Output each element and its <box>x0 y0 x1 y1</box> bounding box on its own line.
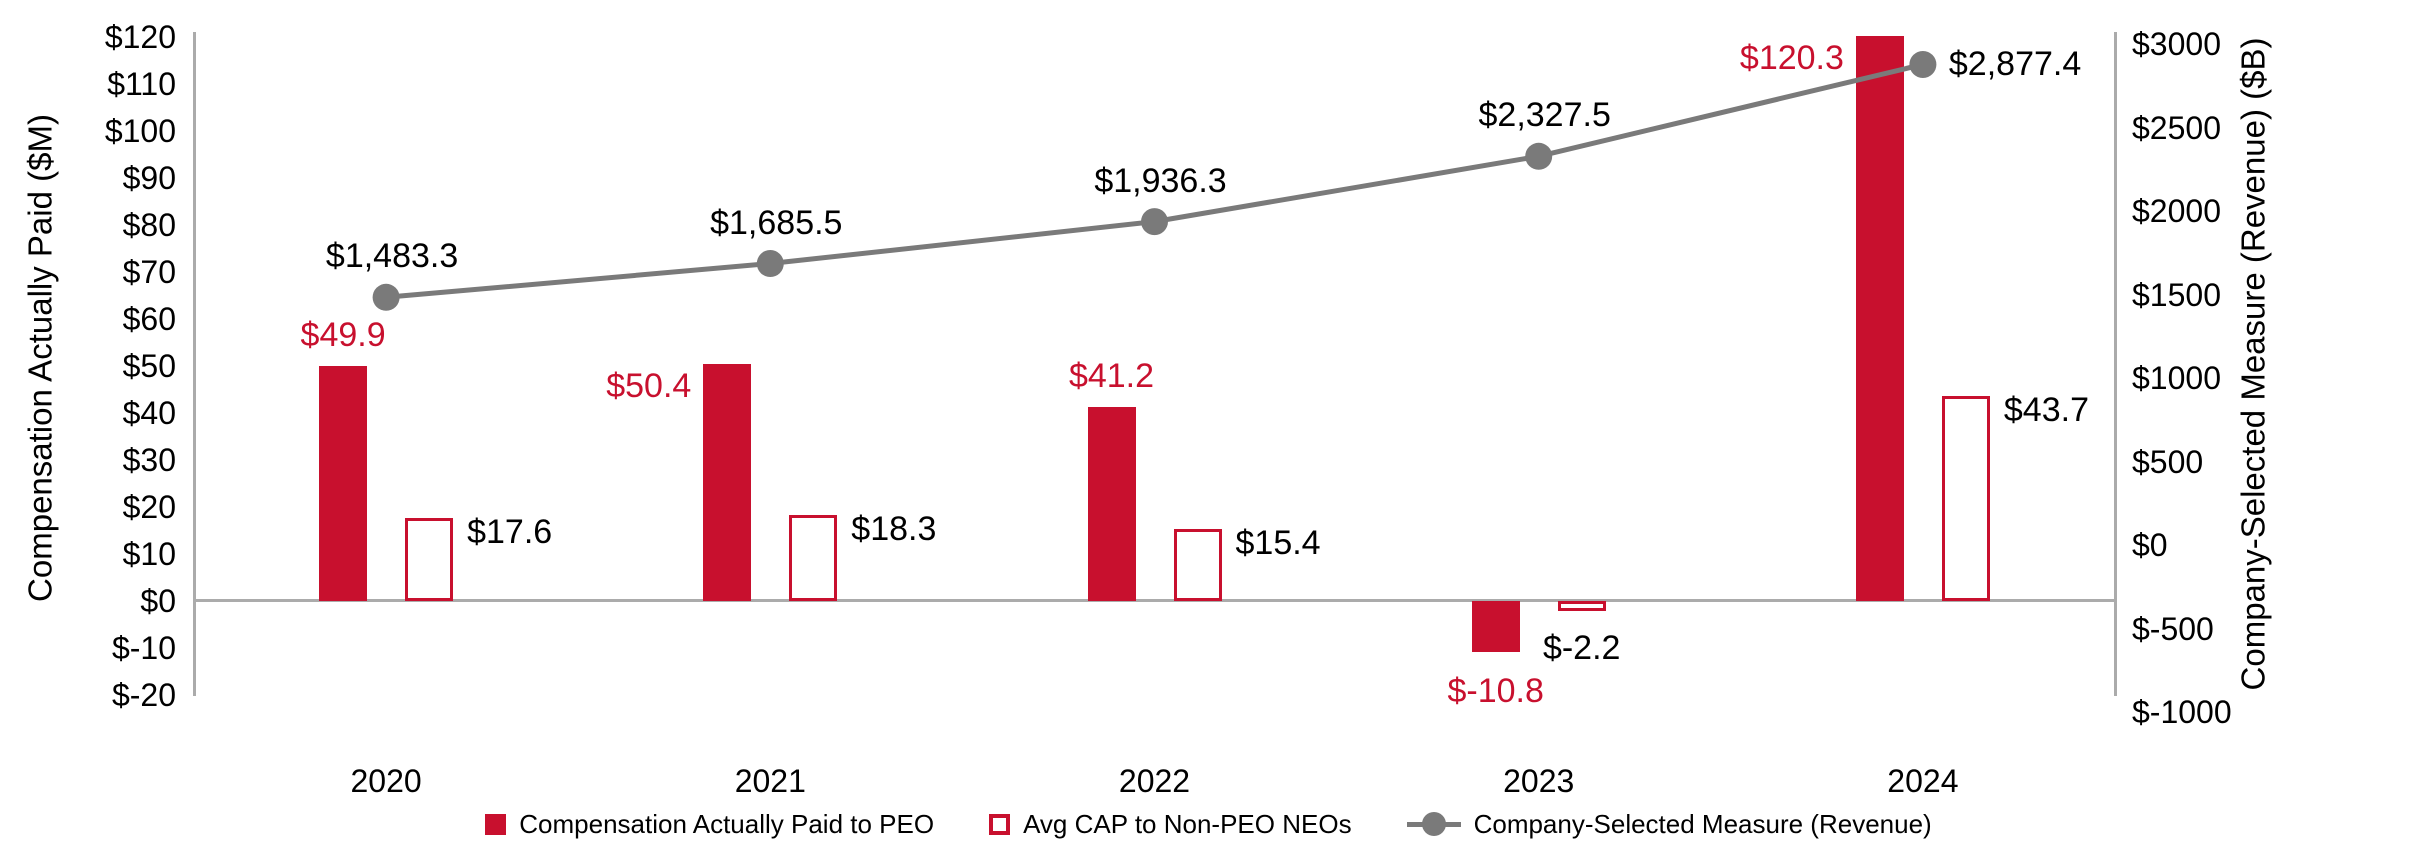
left-tick-$-20: $-20 <box>111 677 176 713</box>
revenue-label-2022: $1,936.3 <box>1094 161 1227 200</box>
peo-label-2023: $-10.8 <box>1447 671 1544 710</box>
legend-label: Compensation Actually Paid to PEO <box>519 809 935 839</box>
peo-label-2020: $49.9 <box>300 316 386 355</box>
right-axis-line <box>2113 32 2117 696</box>
chart-legend: Compensation Actually Paid to PEO Avg CAP… <box>0 803 2417 845</box>
neo-bar-2024 <box>1941 395 1990 601</box>
legend-label: Avg CAP to Non-PEO NEOs <box>1023 809 1352 839</box>
legend-label: Company-Selected Measure (Revenue) <box>1473 809 1932 839</box>
peo-bar-2024 <box>1855 35 1904 601</box>
x-axis-label-2021: 2021 <box>734 763 806 799</box>
right-tick-$-1000: $-1000 <box>2132 694 2232 730</box>
right-tick-$2500: $2500 <box>2132 109 2221 146</box>
revenue-point-2021 <box>756 250 784 278</box>
legend-item-neo: Avg CAP to Non-PEO NEOs <box>989 811 1352 837</box>
right-tick-$1000: $1000 <box>2132 360 2221 396</box>
left-tick-$120: $120 <box>104 19 176 55</box>
neo-label-2024: $43.7 <box>2003 390 2089 429</box>
peo-label-2022: $41.2 <box>1068 357 1155 396</box>
left-tick-$60: $60 <box>122 301 176 337</box>
legend-swatch-filled-square-icon <box>485 813 507 835</box>
left-tick-$70: $70 <box>122 254 176 290</box>
revenue-label-2020: $1,483.3 <box>325 237 459 276</box>
revenue-point-2022 <box>1141 208 1168 236</box>
left-tick-$10: $10 <box>122 536 176 572</box>
peo-bar-2021 <box>703 364 752 601</box>
left-tick-$20: $20 <box>122 489 176 525</box>
neo-label-2023: $-2.2 <box>1542 629 1621 668</box>
left-tick-$-10: $-10 <box>111 630 176 666</box>
left-tick-$0: $0 <box>140 583 176 619</box>
neo-bar-2020 <box>405 518 454 601</box>
right-tick-$0: $0 <box>2132 527 2168 563</box>
left-tick-$40: $40 <box>122 395 176 431</box>
neo-label-2022: $15.4 <box>1235 523 1321 562</box>
peo-label-2021: $50.4 <box>606 367 692 406</box>
left-tick-$30: $30 <box>122 442 176 478</box>
revenue-point-2020 <box>372 283 400 311</box>
left-tick-$110: $110 <box>107 66 176 102</box>
peo-bar-2020 <box>319 366 368 601</box>
right-tick-$500: $500 <box>2132 443 2204 480</box>
legend-swatch-outline-square-icon <box>989 813 1011 835</box>
neo-bar-2022 <box>1173 528 1222 601</box>
revenue-label-2024: $2,877.4 <box>1948 45 2082 84</box>
peo-bar-2022 <box>1087 407 1136 601</box>
legend-item-peo: Compensation Actually Paid to PEO <box>485 811 934 837</box>
right-tick-$3000: $3000 <box>2132 26 2221 62</box>
left-axis-line <box>192 32 196 696</box>
right-tick-$2000: $2000 <box>2132 193 2221 229</box>
revenue-label-2021: $1,685.5 <box>710 203 843 242</box>
revenue-point-2024 <box>1909 50 1937 78</box>
x-axis-label-2024: 2024 <box>1887 763 1959 799</box>
right-tick-$-500: $-500 <box>2132 610 2214 647</box>
legend-item-revenue: Company-Selected Measure (Revenue) <box>1406 809 1932 839</box>
x-axis-label-2023: 2023 <box>1503 763 1575 799</box>
peo-label-2024: $120.3 <box>1739 38 1844 77</box>
neo-bar-2021 <box>789 514 838 601</box>
legend-marker-icon <box>1421 812 1446 836</box>
x-axis-label-2022: 2022 <box>1118 763 1191 799</box>
x-axis-label-2020: 2020 <box>350 763 422 799</box>
peo-bar-2023 <box>1471 601 1520 652</box>
left-tick-$50: $50 <box>122 348 176 384</box>
left-tick-$80: $80 <box>122 207 176 243</box>
left-tick-$90: $90 <box>122 160 176 196</box>
right-tick-$1500: $1500 <box>2132 276 2221 313</box>
neo-label-2021: $18.3 <box>851 509 937 548</box>
revenue-point-2023 <box>1525 142 1553 170</box>
neo-bar-2023 <box>1557 601 1606 612</box>
revenue-label-2023: $2,327.5 <box>1478 96 1611 135</box>
left-tick-$100: $100 <box>104 113 176 149</box>
legend-swatch-line-marker-icon <box>1406 811 1461 837</box>
x-axis-baseline <box>194 599 2115 602</box>
neo-label-2020: $17.6 <box>467 513 553 552</box>
